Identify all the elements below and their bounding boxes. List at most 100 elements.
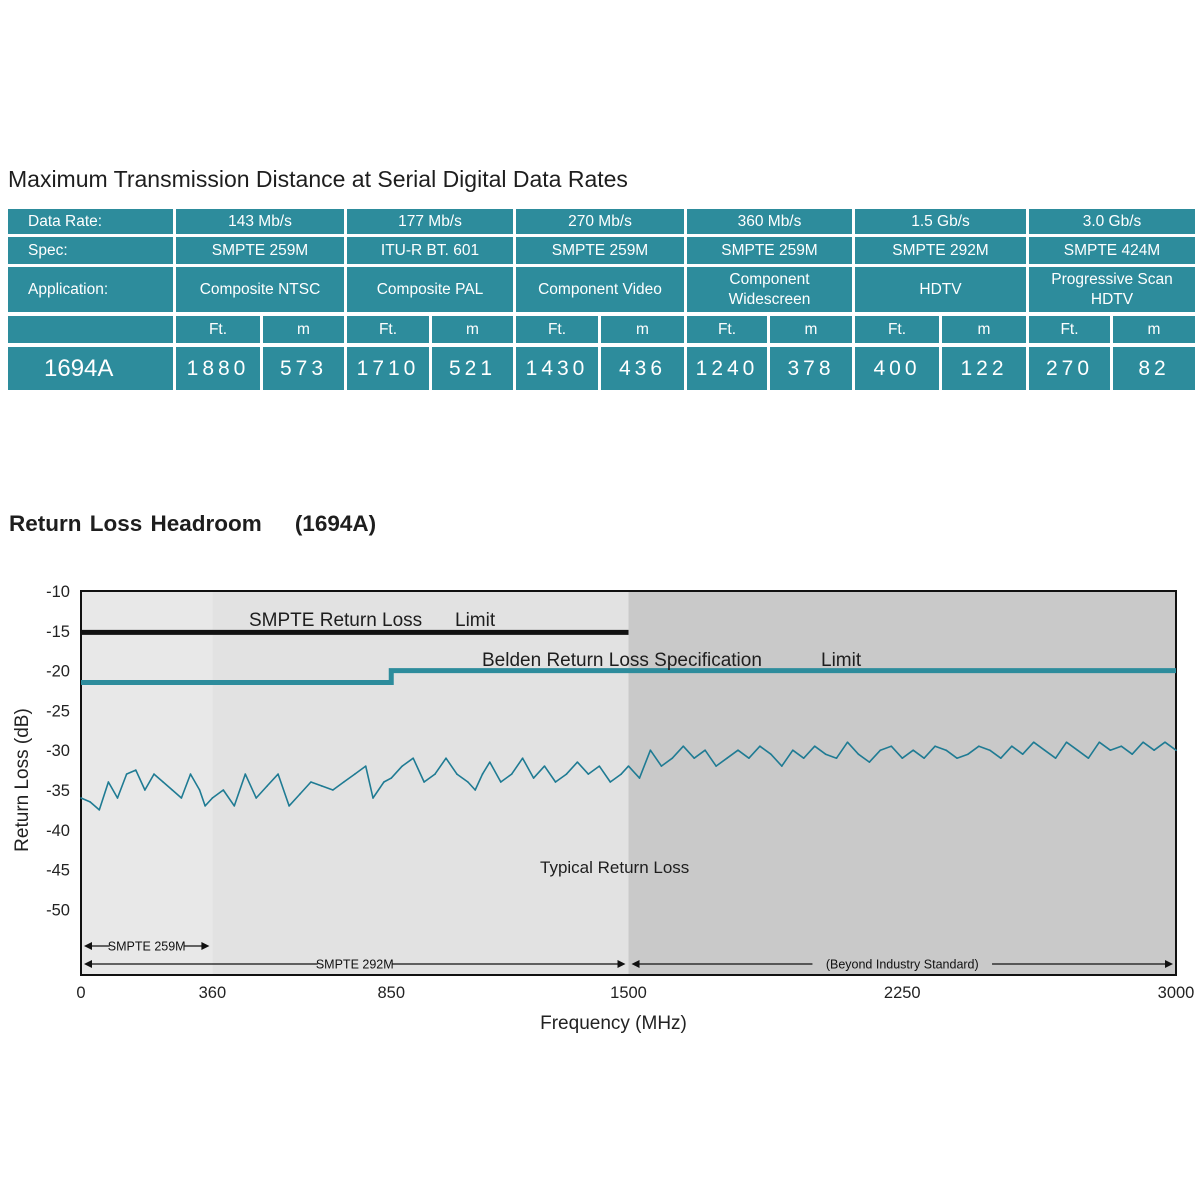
data-point xyxy=(153,773,155,775)
table-title: Maximum Transmission Distance at Serial … xyxy=(8,166,628,192)
data-point xyxy=(781,765,783,767)
data-point xyxy=(671,757,674,759)
data-point xyxy=(620,773,622,775)
unit-ft-label: Ft. xyxy=(687,316,767,343)
data-point xyxy=(846,741,849,744)
data-point xyxy=(266,785,268,787)
application-cell: HDTV xyxy=(855,267,1026,312)
unit-m-label: m xyxy=(601,316,684,343)
plot-frame xyxy=(80,590,1177,976)
spec-cell: SMPTE 259M xyxy=(516,237,684,264)
data-point xyxy=(423,781,425,783)
data-point xyxy=(967,753,969,755)
unit-ft-label: Ft. xyxy=(1029,316,1110,343)
data-point xyxy=(134,769,137,771)
data-point xyxy=(576,761,579,763)
chart-title-product: (1694A) xyxy=(294,511,377,536)
spec-cell: ITU-R BT. 601 xyxy=(347,237,513,264)
application-cell: Progressive Scan HDTV xyxy=(1029,267,1195,312)
data-point xyxy=(144,789,146,791)
data-point xyxy=(171,789,174,791)
data-point xyxy=(1000,757,1002,759)
data-point xyxy=(802,757,805,759)
data-point xyxy=(934,745,936,748)
y-tick-label: -25 xyxy=(46,702,70,720)
data-point xyxy=(390,777,393,779)
distance-m-value: 378 xyxy=(770,347,852,390)
data-point xyxy=(456,773,458,775)
row-header-data-rate: Data Rate: xyxy=(8,209,173,234)
data-point xyxy=(1032,741,1035,744)
x-tick-label: 2250 xyxy=(884,984,921,1002)
data-point xyxy=(770,753,772,755)
data-point xyxy=(310,781,312,783)
application-cell: Component Video xyxy=(516,267,684,312)
data-point xyxy=(180,797,183,799)
smpte-limit-label: SMPTE Return Loss xyxy=(249,610,422,631)
data-point xyxy=(255,797,257,799)
band-label: (Beyond Industry Standard) xyxy=(826,958,979,972)
data-point xyxy=(726,757,728,759)
distance-m-value: 122 xyxy=(942,347,1026,390)
data-point xyxy=(162,781,164,783)
data-point xyxy=(1175,749,1177,751)
data-point xyxy=(813,745,816,748)
data-point xyxy=(189,773,192,775)
data-point xyxy=(627,765,630,767)
data-point xyxy=(759,745,761,748)
data-point xyxy=(401,765,404,767)
data-point xyxy=(98,809,101,811)
application-line: HDTV xyxy=(1090,290,1134,308)
data-rate-cell: 143 Mb/s xyxy=(176,209,344,234)
data-point xyxy=(204,805,206,807)
unit-ft-label: Ft. xyxy=(176,316,260,343)
application-cell: Composite PAL xyxy=(347,267,513,312)
data-point xyxy=(945,749,947,751)
chart-title-main: Return Loss Headroom xyxy=(9,511,262,536)
data-point xyxy=(299,793,301,795)
data-point xyxy=(1065,741,1068,744)
y-tick-label: -20 xyxy=(46,663,70,681)
data-point xyxy=(1153,749,1155,751)
distance-m-value: 521 xyxy=(432,347,513,390)
unit-m-label: m xyxy=(1113,316,1195,343)
data-point xyxy=(1131,753,1133,755)
data-point xyxy=(277,773,279,775)
application-line: Widescreen xyxy=(728,290,811,308)
x-tick-label: 850 xyxy=(377,984,405,1002)
data-point xyxy=(901,757,904,759)
y-tick-label: -45 xyxy=(46,862,70,880)
application-line: Component xyxy=(729,270,810,288)
application-line: Progressive Scan xyxy=(1051,270,1173,288)
application-cell: Component Widescreen xyxy=(687,267,852,312)
unit-ft-label: Ft. xyxy=(855,316,939,343)
data-point xyxy=(364,765,367,767)
data-point xyxy=(467,781,469,783)
data-point xyxy=(704,749,706,751)
data-point xyxy=(332,789,334,791)
data-point xyxy=(1076,749,1079,751)
data-point xyxy=(1120,745,1123,748)
data-point xyxy=(748,757,750,759)
belden-limit-label-suffix: Limit xyxy=(821,650,862,671)
application-line: Component Video xyxy=(538,280,662,298)
distance-m-value: 436 xyxy=(601,347,684,390)
data-point xyxy=(288,805,290,807)
y-tick-label: -10 xyxy=(46,583,70,601)
band-arrow-right xyxy=(1165,960,1173,968)
band-arrow-left xyxy=(84,960,92,968)
typical-return-loss-label: Typical Return Loss xyxy=(540,858,689,877)
unit-ft-label: Ft. xyxy=(347,316,429,343)
data-point xyxy=(565,773,568,775)
data-point xyxy=(989,749,991,751)
unit-m-label: m xyxy=(942,316,1026,343)
data-point xyxy=(89,801,91,803)
spec-cell: SMPTE 292M xyxy=(855,237,1026,264)
data-point xyxy=(912,749,914,751)
application-line: Composite PAL xyxy=(376,280,484,298)
data-point xyxy=(978,745,980,748)
data-rate-cell: 177 Mb/s xyxy=(347,209,513,234)
data-point xyxy=(868,761,871,763)
row-header-blank xyxy=(8,316,173,343)
data-point xyxy=(649,749,652,751)
